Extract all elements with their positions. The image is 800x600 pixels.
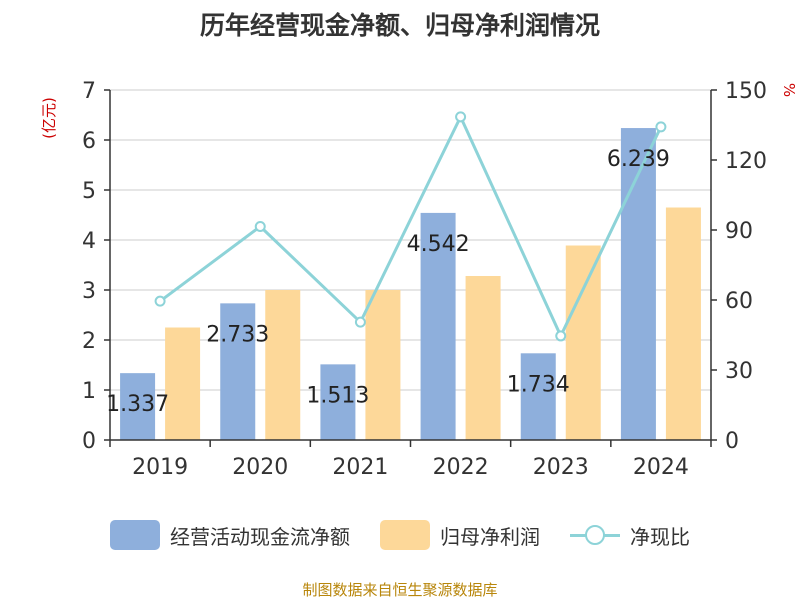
data-label-cashflow: 6.239 bbox=[607, 147, 670, 172]
left-tick-label: 7 bbox=[82, 79, 96, 104]
x-tick-label: 2019 bbox=[132, 455, 188, 480]
data-label-cashflow: 1.513 bbox=[306, 383, 369, 408]
ratio-line-path bbox=[159, 113, 663, 340]
x-tick-label: 2020 bbox=[232, 455, 288, 480]
data-labels: 1.337 2.733 1.513 4.542 1.734 6.239 bbox=[106, 147, 670, 417]
bar-net-profit bbox=[565, 245, 601, 440]
bar-net-profit bbox=[165, 327, 201, 440]
legend-item-cashflow[interactable]: 经营活动现金流净额 bbox=[110, 520, 350, 550]
x-tick-label: 2021 bbox=[332, 455, 388, 480]
left-tick-label: 4 bbox=[82, 229, 96, 254]
bar-net-profit bbox=[265, 290, 301, 440]
data-label-cashflow: 1.337 bbox=[106, 392, 169, 417]
ratio-point bbox=[555, 330, 567, 342]
left-tick-label: 0 bbox=[82, 429, 96, 454]
bar-cashflow bbox=[120, 373, 156, 440]
grid-lines bbox=[110, 89, 711, 391]
left-tick-label: 3 bbox=[82, 279, 96, 304]
bar-net-profit bbox=[665, 207, 701, 440]
axes: 0 1 2 3 4 5 6 7 0 30 60 90 120 150 (亿元)% 2019 2020 2021 20… bbox=[40, 79, 798, 480]
bar-net-profit bbox=[365, 290, 401, 440]
right-tick-label: 30 bbox=[725, 359, 753, 384]
legend-swatch-net-profit bbox=[380, 520, 430, 550]
bar-net-profit bbox=[465, 276, 501, 440]
data-label-cashflow: 1.734 bbox=[507, 372, 570, 397]
x-tick-label: 2023 bbox=[533, 455, 589, 480]
left-tick-label: 1 bbox=[82, 379, 96, 404]
right-tick-label: 120 bbox=[725, 149, 767, 174]
legend-swatch-ratio bbox=[570, 520, 620, 550]
ratio-point bbox=[154, 295, 166, 307]
legend: 经营活动现金流净额 归母净利润 净现比 bbox=[0, 518, 800, 552]
left-tick-label: 6 bbox=[82, 129, 96, 154]
legend-swatch-cashflow bbox=[110, 520, 160, 550]
bar-cashflow bbox=[520, 353, 556, 440]
left-tick-label: 2 bbox=[82, 329, 96, 354]
left-tick-label: 5 bbox=[82, 179, 96, 204]
right-tick-label: 60 bbox=[725, 289, 753, 314]
bar-cashflow bbox=[420, 212, 456, 440]
right-tick-label: 90 bbox=[725, 219, 753, 244]
legend-label-ratio: 净现比 bbox=[630, 524, 690, 549]
bar-cashflow bbox=[320, 364, 356, 440]
ratio-point bbox=[254, 221, 266, 232]
right-tick-label: 150 bbox=[725, 79, 767, 104]
data-label-cashflow: 2.733 bbox=[206, 322, 269, 347]
legend-item-net-profit[interactable]: 归母净利润 bbox=[380, 520, 540, 550]
bar-cashflow bbox=[220, 303, 256, 440]
ratio-point bbox=[655, 121, 667, 133]
legend-label-net-profit: 归母净利润 bbox=[440, 524, 540, 549]
legend-label-cashflow: 经营活动现金流净额 bbox=[170, 524, 350, 549]
ratio-line bbox=[154, 111, 667, 342]
ratio-point bbox=[354, 316, 366, 328]
ratio-point bbox=[455, 111, 467, 123]
x-tick-label: 2024 bbox=[633, 455, 689, 480]
source-note: 制图数据来自恒生聚源数据库 bbox=[302, 581, 498, 599]
bars bbox=[120, 128, 701, 441]
bar-cashflow bbox=[620, 128, 656, 441]
legend-item-ratio[interactable]: 净现比 bbox=[570, 520, 690, 550]
right-tick-label: 0 bbox=[725, 429, 739, 454]
x-tick-label: 2022 bbox=[433, 455, 489, 480]
data-label-cashflow: 4.542 bbox=[407, 232, 470, 257]
chart-title: 历年经营现金净额、归母净利润情况 bbox=[199, 11, 600, 40]
right-axis-unit: % bbox=[780, 83, 798, 97]
left-axis-unit: (亿元) bbox=[40, 97, 58, 139]
